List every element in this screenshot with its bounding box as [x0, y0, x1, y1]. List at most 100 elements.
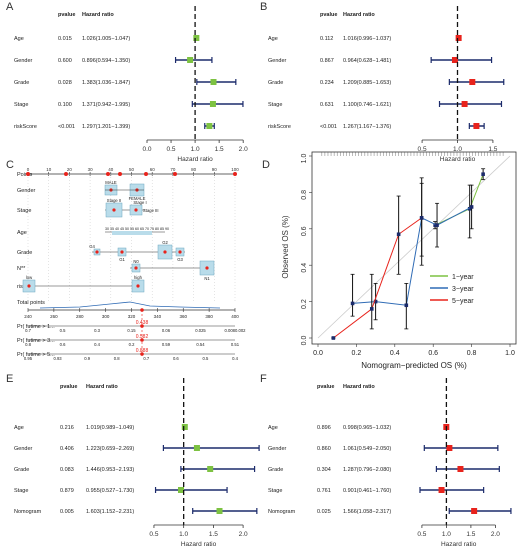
- points-tick-label: 10: [46, 167, 52, 172]
- points-tick-label: 0: [27, 167, 30, 172]
- nomo-box-g3-dot: [178, 250, 182, 254]
- nomo-box-n0-dot: [134, 266, 138, 270]
- header-hazard-A: Hazard ratio: [82, 12, 114, 18]
- row-label-B: Age: [268, 36, 278, 42]
- calib-point: [481, 172, 485, 176]
- hr-marker-E: [193, 445, 200, 451]
- x-tick-label-E: 0.5: [149, 531, 158, 538]
- points-tick-label: 20: [67, 167, 73, 172]
- row-pvalue-E: 0.005: [60, 509, 74, 515]
- points-tick-label: 70: [170, 167, 176, 172]
- calib-point: [350, 301, 355, 306]
- prob-tick-label-pr3: 0.4: [94, 342, 100, 347]
- row-label-F: Age: [268, 425, 278, 431]
- nomo-row-label: Age: [17, 230, 27, 236]
- nomo-label-female: FEMALE: [129, 196, 146, 201]
- row-hr-text-E: 1.019(0.989−1.049): [86, 425, 134, 431]
- row-hr-text-E: 1.603(1.152−2.231): [86, 509, 134, 515]
- row-pvalue-F: 0.025: [317, 509, 331, 515]
- row-label-E: Nomogram: [14, 509, 42, 515]
- row-pvalue-F: 0.761: [317, 488, 331, 494]
- nomo-row-label: Pr( futime > 5...: [17, 352, 55, 358]
- row-hr-text-F: 1.566(1.058−2.317): [343, 509, 391, 515]
- row-label-E: Age: [14, 425, 24, 431]
- x-tick-label-B: 1.0: [453, 146, 462, 153]
- prob-tick-label-pr3: 0.59: [162, 342, 171, 347]
- prob-tick-label-pr5: 0.9: [84, 356, 90, 361]
- x-tick-label-E: 1.0: [179, 531, 188, 538]
- row-pvalue-F: 0.860: [317, 446, 331, 452]
- nomo-box-g4-dot: [95, 250, 99, 254]
- calib-point: [469, 205, 474, 209]
- prob-tick-label-pr5: 0.5: [203, 356, 209, 361]
- row-hr-text-A: 1.371(0.942−1.995): [82, 102, 130, 108]
- row-label-B: Stage: [268, 102, 282, 108]
- row-label-A: riskScore: [14, 124, 37, 130]
- prob-tick-label-pr3: 0.8: [25, 342, 31, 347]
- panel-letter-f: F: [260, 373, 267, 385]
- total-tick-label: 380: [205, 314, 213, 319]
- calib-point: [369, 307, 374, 311]
- row-label-A: Stage: [14, 102, 28, 108]
- nomo-label-n0: N0: [133, 259, 139, 264]
- points-tick-label: 80: [191, 167, 197, 172]
- row-label-A: Gender: [14, 58, 33, 64]
- row-pvalue-B: 0.112: [320, 36, 333, 42]
- calib-legend-label: 1−year: [452, 274, 474, 281]
- total-tick-label: 260: [50, 314, 58, 319]
- header-pvalue-E: pvalue: [60, 384, 77, 390]
- calib-point: [419, 216, 424, 220]
- prob-tick-label-pr5: 0.6: [173, 356, 179, 361]
- nomo-row-label: N**: [17, 266, 26, 272]
- calib-line-1−year: [434, 174, 484, 226]
- prob-tick-label-pr3: 0.51: [231, 342, 240, 347]
- row-hr-text-B: 1.267(1.167−1.376): [343, 124, 391, 130]
- hr-marker-E: [207, 466, 214, 472]
- row-hr-text-B: 0.964(0.628−1.481): [343, 58, 391, 64]
- nomo-label-stage2: Stage II: [107, 198, 121, 203]
- prob-tick-label-pr3: 0.2: [129, 342, 135, 347]
- points-tick-label: 60: [150, 167, 156, 172]
- prob-tick-label-pr1: 0.5: [60, 328, 66, 333]
- row-label-F: Nomogram: [268, 509, 296, 515]
- row-hr-text-F: 1.287(0.796−2.080): [343, 467, 391, 473]
- panel-letter-b: B: [260, 1, 267, 13]
- nomo-row-label: Pr( futime > 1...: [17, 324, 55, 330]
- x-axis-title-F: Hazard ratio: [441, 541, 477, 548]
- x-tick-label-A: 1.0: [191, 146, 200, 153]
- row-pvalue-A: 0.015: [58, 36, 72, 42]
- calib-x-tick-label: 0.0: [313, 350, 323, 357]
- header-hazard-B: Hazard ratio: [343, 12, 375, 18]
- calib-y-tick-label: 0.4: [301, 263, 308, 273]
- nomo-box-n1-dot: [205, 266, 209, 270]
- nomo-row-label: Stage: [17, 208, 31, 214]
- hr-marker-E: [216, 508, 223, 514]
- hr-marker-E: [181, 424, 188, 430]
- nomo-box-stage3-dot: [134, 208, 138, 212]
- points-tick-label: 90: [212, 167, 218, 172]
- prob-dot-pr1: [140, 324, 144, 328]
- x-axis-title-A: Hazard ratio: [177, 156, 213, 163]
- nomo-label-stage3: Stage III: [143, 208, 159, 213]
- row-hr-text-A: 1.383(1.036−1.847): [82, 80, 130, 86]
- calib-legend-label: 3−year: [452, 286, 474, 293]
- hr-marker-A: [206, 123, 213, 129]
- calib-point: [467, 206, 472, 211]
- row-label-B: Gender: [268, 58, 287, 64]
- header-pvalue-B: pvalue: [320, 12, 337, 18]
- calib-legend-label: 5−year: [452, 298, 474, 305]
- row-hr-text-E: 1.446(0.953−2.193): [86, 467, 134, 473]
- calib-point: [433, 223, 437, 227]
- prob-value-pr1: 0.438: [136, 320, 149, 326]
- nomo-row-label: Total points: [17, 300, 45, 306]
- x-tick-label-A: 0.0: [142, 146, 151, 153]
- calib-x-tick-label: 0.8: [467, 350, 477, 357]
- row-hr-text-F: 1.061(0.549−2.050): [343, 446, 391, 452]
- nomo-label-g1: G1: [119, 257, 125, 262]
- nomo-row-label: Points: [17, 172, 33, 178]
- row-pvalue-A: 0.100: [58, 102, 72, 108]
- nomo-label-male: MALE: [105, 180, 117, 185]
- calib-diagonal: [317, 155, 511, 339]
- total-tick-label: 400: [231, 314, 239, 319]
- nomo-box-stage2-dot: [112, 208, 116, 212]
